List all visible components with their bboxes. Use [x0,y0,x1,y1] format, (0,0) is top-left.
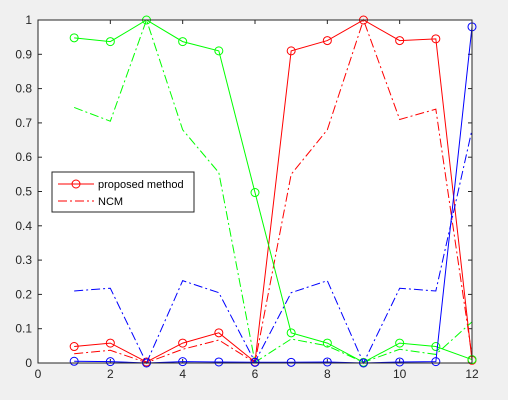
data-point-marker [322,338,332,348]
x-tick-label: 12 [465,367,479,381]
data-point-marker [395,36,405,46]
legend-label: proposed method [98,179,184,191]
y-tick-label: 0.7 [15,116,32,130]
series-line [74,129,473,365]
data-point-marker [178,37,188,47]
axes-border [37,19,473,364]
data-point-marker [250,188,260,198]
x-tick-label: 4 [179,367,186,381]
data-point-marker [286,46,296,56]
data-point-marker [431,357,441,367]
legend-label: NCM [98,196,123,208]
data-point-marker [214,328,224,338]
y-tick-label: 0.1 [15,322,32,336]
data-point-marker [322,36,332,46]
series-green-dashdot [73,18,473,364]
y-tick-label: 0 [25,356,32,370]
y-tick-label: 0.9 [15,47,32,61]
y-tick-label: 0.8 [15,82,32,96]
data-point-marker [214,357,224,367]
data-point-marker [286,357,296,367]
data-point-marker [431,342,441,352]
legend-item: proposed method [58,179,184,191]
data-point-marker [322,357,332,367]
data-point-marker [69,342,79,352]
legend: proposed method NCM [51,171,195,213]
y-tick-label: 0.6 [15,150,32,164]
series-line [74,18,473,364]
x-tick-label: 6 [252,367,259,381]
data-point-marker [105,357,115,367]
series-line [74,19,473,363]
data-point-marker [69,33,79,43]
x-tick-label: 2 [107,367,114,381]
legend-marker [71,179,81,189]
series-red-dashdot [74,18,473,364]
series-line [74,19,473,363]
legend-item: NCM [58,196,123,208]
data-point-marker [178,357,188,367]
y-tick-label: 0.3 [15,253,32,267]
x-tick-label: 0 [35,367,42,381]
data-point-marker [250,357,260,367]
y-tick-label: 0.4 [15,219,32,233]
data-point-marker [214,46,224,56]
data-point-marker [431,34,441,44]
series-line [73,18,473,364]
series-blue-dashdot [74,129,473,365]
y-tick-label: 0.5 [15,185,32,199]
y-tick-label: 1 [25,13,32,27]
x-tick-label: 10 [393,367,407,381]
x-tick-label: 8 [324,367,331,381]
data-point-marker [105,37,115,47]
legend-box [51,171,195,213]
data-point-marker [395,338,405,348]
y-tick-label: 0.2 [15,287,32,301]
data-point-marker [105,338,115,348]
data-point-marker [395,357,405,367]
data-point-marker [178,338,188,348]
data-point-marker [69,356,79,366]
data-point-marker [286,328,296,338]
